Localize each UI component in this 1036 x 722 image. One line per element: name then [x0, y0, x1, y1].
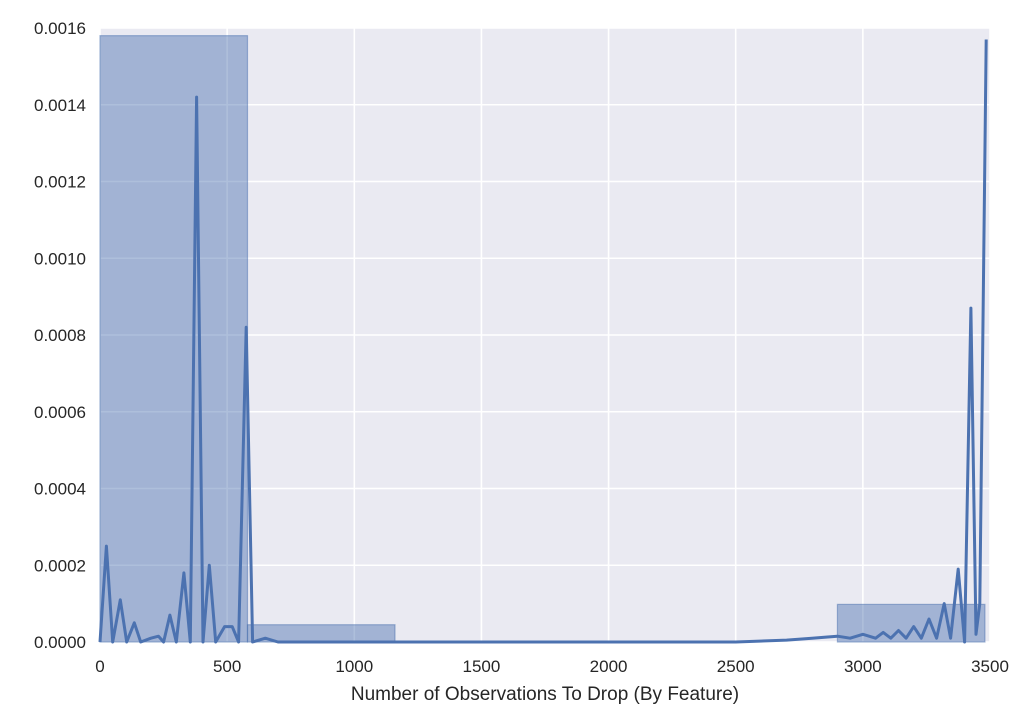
y-tick-label: 0.0010 — [34, 249, 86, 268]
x-axis-ticks: 0 500 1000 1500 2000 2500 3000 3500 — [95, 657, 1009, 676]
y-tick-label: 0.0014 — [34, 96, 86, 115]
x-tick-label: 500 — [213, 657, 241, 676]
y-axis-ticks: 0.0000 0.0002 0.0004 0.0006 0.0008 0.0010 0.00… — [34, 19, 86, 652]
y-tick-label: 0.0016 — [34, 19, 86, 38]
kde-curve — [98, 39, 988, 644]
x-tick-label: 2500 — [717, 657, 755, 676]
kde-line — [98, 39, 988, 644]
y-tick-label: 0.0008 — [34, 326, 86, 345]
y-tick-label: 0.0012 — [34, 173, 86, 192]
x-tick-label: 2000 — [590, 657, 628, 676]
x-tick-label: 3000 — [844, 657, 882, 676]
x-tick-label: 1000 — [335, 657, 373, 676]
x-axis-label: Number of Observations To Drop (By Featu… — [351, 684, 739, 705]
histogram-bars — [99, 35, 986, 643]
y-tick-label: 0.0004 — [34, 480, 86, 499]
y-tick-label: 0.0000 — [34, 633, 86, 652]
x-tick-label: 3500 — [971, 657, 1009, 676]
x-tick-label: 0 — [95, 657, 104, 676]
x-tick-label: 1500 — [463, 657, 501, 676]
y-tick-label: 0.0006 — [34, 403, 86, 422]
histogram-bar — [99, 35, 249, 643]
y-tick-label: 0.0002 — [34, 556, 86, 575]
